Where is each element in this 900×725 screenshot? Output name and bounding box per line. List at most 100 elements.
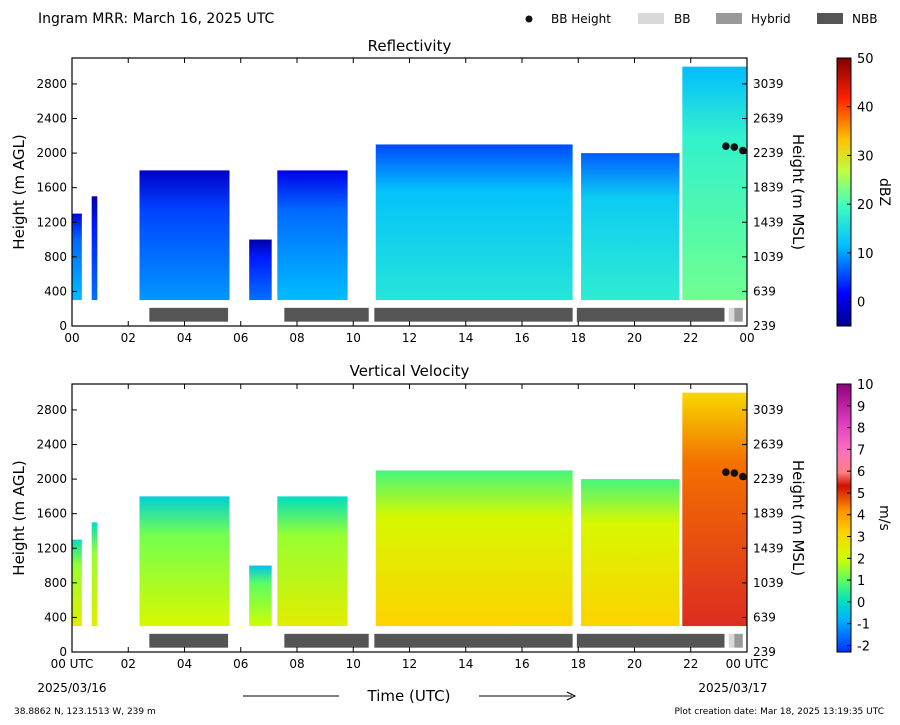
x-tick-label: 14 xyxy=(458,657,473,671)
y-tick-label: 400 xyxy=(44,610,67,624)
echo-segment xyxy=(375,144,573,301)
footer-location: 38.8862 N, 123.1513 W, 239 m xyxy=(14,707,156,717)
reflectivity-ylabel: Height (m AGL) xyxy=(10,134,28,249)
y2-tick-label: 3039 xyxy=(753,403,784,417)
x-tick-label: 18 xyxy=(571,657,586,671)
classification-segment-nbb xyxy=(374,307,573,322)
reflectivity-ticks: 00 02 04 06 08 10 12 14 16 18 20 22 0004008001200160… xyxy=(36,58,784,345)
y2-tick-label: 2239 xyxy=(753,146,784,160)
y2-tick-label: 1439 xyxy=(753,541,784,555)
footer-creation-date: Plot creation date: Mar 18, 2025 13:19:3… xyxy=(674,707,884,717)
velocity-colorbar xyxy=(836,383,852,653)
bb-height-point xyxy=(730,469,739,477)
x-tick-label: 16 xyxy=(514,331,529,345)
reflectivity-y2label: Height (m MSL) xyxy=(789,134,807,250)
colorbar-tick-label: 3 xyxy=(857,531,865,546)
legend-item-bb-height: BB Height xyxy=(525,12,611,26)
legend-item-nbb: NBB xyxy=(817,12,877,26)
x-tick-label: 14 xyxy=(458,331,473,345)
echo-segment xyxy=(249,239,272,301)
bb-height-point xyxy=(722,142,730,150)
velocity-title: Vertical Velocity xyxy=(350,362,470,380)
y2-tick-label: 1039 xyxy=(753,576,784,590)
reflectivity-bb-height-points xyxy=(722,142,747,155)
y2-tick-label: 639 xyxy=(753,284,776,298)
x-tick-label: 10 xyxy=(346,331,361,345)
colorbar-tick-label: 10 xyxy=(857,378,874,393)
bb-height-point xyxy=(738,146,747,155)
colorbar-tick-label: 2 xyxy=(857,552,865,567)
classification-segment-nbb xyxy=(284,633,369,648)
legend-label-hybrid: Hybrid xyxy=(751,12,791,26)
x-tick-label: 06 xyxy=(233,657,248,671)
y-tick-label: 2400 xyxy=(36,438,67,452)
bb-height-marker-icon xyxy=(525,15,533,23)
x-tick-label: 12 xyxy=(402,657,417,671)
y2-tick-label: 3039 xyxy=(753,77,784,91)
velocity-classification-bar xyxy=(149,633,743,648)
nbb-patch-icon xyxy=(817,13,843,24)
velocity-bb-height-points xyxy=(722,468,747,481)
colorbar-tick-label: 10 xyxy=(857,247,874,262)
colorbar-tick-label: 50 xyxy=(857,52,874,67)
y-tick-label: 400 xyxy=(44,284,67,298)
x-tick-label: 02 xyxy=(121,657,136,671)
echo-segment xyxy=(581,153,680,301)
legend-item-bb: BB xyxy=(638,12,690,26)
colorbar-tick-label: 0 xyxy=(857,296,865,311)
colorbar-tick-label: 8 xyxy=(857,422,865,437)
y-tick-label: 1600 xyxy=(36,181,67,195)
x-tick-label: 00 xyxy=(739,331,754,345)
colorbar-tick-label: 0 xyxy=(857,596,865,611)
colorbar-tick-label: 6 xyxy=(857,465,865,480)
echo-segment xyxy=(91,522,98,627)
x-tick-label: 08 xyxy=(289,331,304,345)
classification-segment-nbb xyxy=(374,633,573,648)
x-tick-label: 00 UTC xyxy=(726,657,769,671)
end-date-label: 2025/03/17 xyxy=(698,681,767,695)
reflectivity-classification-bar xyxy=(149,307,743,322)
y-tick-label: 2000 xyxy=(36,472,67,486)
y2-tick-label: 2639 xyxy=(753,112,784,126)
y-tick-label: 0 xyxy=(59,319,67,333)
classification-segment-nbb xyxy=(284,307,369,322)
y2-tick-label: 1839 xyxy=(753,507,784,521)
x-tick-label: 22 xyxy=(683,331,698,345)
velocity-y2label: Height (m MSL) xyxy=(789,460,807,576)
hybrid-patch-icon xyxy=(716,13,742,24)
velocity-colorbar-label: m/s xyxy=(876,505,892,531)
y2-tick-label: 2639 xyxy=(753,438,784,452)
classification-segment-bb xyxy=(728,633,735,648)
classification-segment-nbb xyxy=(576,633,725,648)
velocity-ticks: 00 UTC 02 04 06 08 10 12 14 16 18 20 22 00 UTC040080… xyxy=(36,384,784,671)
echo-segment xyxy=(91,196,98,301)
y-tick-label: 1200 xyxy=(36,215,67,229)
y2-tick-label: 1839 xyxy=(753,181,784,195)
echo-segment xyxy=(581,479,680,627)
classification-segment-nbb xyxy=(576,307,725,322)
classification-segment-nbb xyxy=(149,633,229,648)
legend-label-bb: BB xyxy=(674,12,690,26)
x-tick-label: 00 xyxy=(64,331,79,345)
x-axis-label: Time (UTC) xyxy=(367,687,451,705)
x-tick-label: 08 xyxy=(289,657,304,671)
y-tick-label: 2800 xyxy=(36,403,67,417)
classification-segment-hybrid xyxy=(734,633,743,648)
x-tick-label: 20 xyxy=(627,331,642,345)
echo-segment xyxy=(277,496,348,627)
echo-segment xyxy=(139,170,230,301)
colorbar-tick-label: 1 xyxy=(857,574,865,589)
echo-segment xyxy=(277,170,348,301)
x-tick-label: 16 xyxy=(514,657,529,671)
y2-tick-label: 639 xyxy=(753,610,776,624)
x-tick-label: 20 xyxy=(627,657,642,671)
y-tick-label: 2000 xyxy=(36,146,67,160)
bb-height-point xyxy=(738,472,747,481)
x-tick-label: 02 xyxy=(121,331,136,345)
colorbar-tick-label: 20 xyxy=(857,198,874,213)
y2-tick-label: 2239 xyxy=(753,472,784,486)
legend: BB Height BB Hybrid NBB xyxy=(525,12,877,26)
echo-segment xyxy=(375,470,573,627)
time-arrow-head-icon xyxy=(566,691,577,701)
